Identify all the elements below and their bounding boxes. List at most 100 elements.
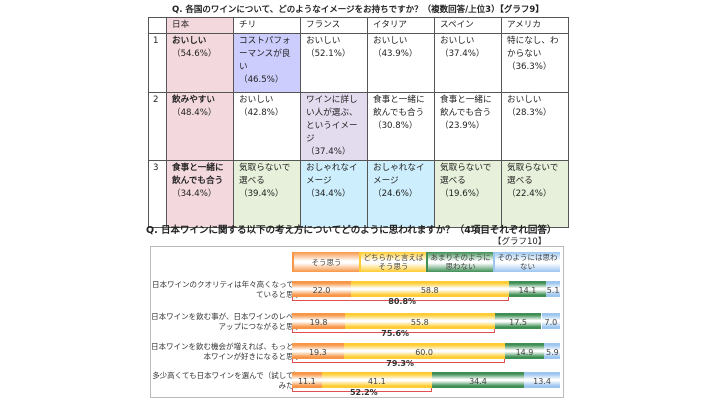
- bar-segment: 5.9: [544, 343, 561, 359]
- cell-text: 食事と一緒に飲んでも合う: [373, 95, 425, 118]
- total-outline: [292, 297, 509, 301]
- total-label: 75.6%: [381, 329, 410, 338]
- table-cell: おいしい （52.1%）: [300, 33, 368, 93]
- cell-text: おしゃれなイメージ: [373, 163, 425, 186]
- cell-text: コストパフォーマンスが良い: [239, 36, 291, 72]
- table-cell: おしゃれなイメージ （24.6%）: [367, 160, 435, 228]
- cell-percent: （37.4%）: [306, 147, 351, 157]
- cell-percent: （24.6%）: [373, 189, 418, 199]
- table-cell: 気取らないで選べる （22.4%）: [501, 160, 569, 228]
- total-label: 52.2%: [349, 388, 378, 397]
- total-outline: [292, 388, 432, 392]
- chart-question: Q. 日本ワインに関する以下の考え方についてどのように思われますか？（4項目それ…: [146, 225, 557, 236]
- cell-percent: （54.6%）: [172, 49, 217, 59]
- cell-text: おいしい: [373, 36, 408, 46]
- cell-percent: （34.4%）: [172, 189, 217, 199]
- bar-segment: 11.1: [292, 372, 322, 388]
- category-label: 多少高くても日本ワインを選んで（試して）みたい: [152, 371, 301, 390]
- category-label: 日本ワインを飲む事が、日本ワインのレベルアップにつながると思う: [151, 312, 301, 331]
- bar-segment: 19.8: [292, 313, 346, 329]
- table-cell: おいしい （43.9%）: [367, 33, 435, 93]
- rank-cell: 1: [148, 33, 167, 93]
- cell-percent: （42.8%）: [239, 108, 284, 118]
- column-header: チリ: [233, 17, 301, 34]
- cell-text: おいしい: [507, 95, 542, 105]
- cell-text: おいしい: [239, 95, 274, 105]
- cell-percent: （46.5%）: [239, 75, 284, 85]
- table-cell: 食事と一緒に飲んでも合う （30.8%）: [367, 92, 435, 161]
- rank-cell: 3: [148, 160, 167, 228]
- cell-text: 飲みやすい: [172, 95, 215, 105]
- legend-item: そう思う: [292, 252, 359, 272]
- rank-cell: 2: [148, 92, 167, 161]
- table-row: 3 食事と一緒に飲んでも合う （34.4%） 気取らないで選べる （39.4%） おしゃれ…: [148, 160, 569, 228]
- cell-text: おいしい: [306, 36, 341, 46]
- cell-text: 気取らないで選べる: [440, 163, 492, 186]
- legend-item: どちらかと言えばそう思う: [359, 252, 426, 272]
- bar-segment: 34.4: [431, 372, 525, 388]
- cell-percent: （39.4%）: [239, 189, 284, 199]
- table-cell: おいしい （28.3%）: [501, 92, 569, 161]
- table-cell: コストパフォーマンスが良い （46.5%）: [233, 33, 301, 93]
- cell-text: 気取らないで選べる: [507, 163, 559, 186]
- cell-percent: （19.6%）: [440, 189, 485, 199]
- cell-percent: （48.4%）: [172, 108, 217, 118]
- table-cell: 飲みやすい （48.4%）: [166, 92, 234, 161]
- bar-segment: 19.3: [292, 343, 344, 359]
- column-header: フランス: [300, 17, 368, 34]
- bar-segment: 14.1: [508, 281, 547, 297]
- cell-text: 特になし、わからない: [507, 36, 559, 59]
- cell-text: おいしい: [172, 36, 207, 46]
- table-question: Q. 各国のワインについて、どのようなイメージをお持ちですか？（複数回答/上位3…: [172, 5, 544, 15]
- table-cell: おいしい （42.8%）: [233, 92, 301, 161]
- bar-segment: 41.1: [321, 372, 432, 388]
- table-row: 1 おいしい （54.6%） コストパフォーマンスが良い （46.5%） おいしい （52.…: [148, 33, 569, 93]
- table-cell: 特になし、わからない （36.3%）: [501, 33, 569, 93]
- cell-text: 食事と一緒に飲んでも合う: [172, 163, 224, 186]
- cell-percent: （37.4%）: [440, 49, 485, 59]
- table-row: 2 飲みやすい （48.4%） おいしい （42.8%） ワインに詳しい人が選ぶ、というイ…: [148, 92, 569, 161]
- cell-text: おいしい: [440, 36, 475, 46]
- cell-percent: （23.9%）: [440, 121, 485, 131]
- bar-segment: 13.4: [524, 372, 560, 388]
- cell-percent: （22.4%）: [507, 189, 552, 199]
- column-header: イタリア: [367, 17, 435, 34]
- cell-percent: （36.3%）: [507, 62, 552, 72]
- total-outline: [292, 359, 505, 363]
- legend-item: そのようには思わない: [493, 252, 560, 272]
- legend-item: あまりそのように思わない: [426, 252, 493, 272]
- graph-label: 【グラフ10】: [493, 237, 547, 247]
- cell-text: 食事と一緒に飲んでも合う: [440, 95, 492, 118]
- cell-text: ワインに詳しい人が選ぶ、というイメージ: [306, 95, 358, 144]
- bar-segment: 14.9: [504, 343, 545, 359]
- table-cell: おいしい （37.4%）: [434, 33, 502, 93]
- table-cell: 気取らないで選べる （19.6%）: [434, 160, 502, 228]
- cell-percent: （34.4%）: [306, 189, 351, 199]
- cell-percent: （30.8%）: [373, 121, 418, 131]
- table-cell: 気取らないで選べる （39.4%）: [233, 160, 301, 228]
- country-image-table: 日本 チリ フランス イタリア スペイン アメリカ 1 おいしい （54.6%） コストパフォーマ…: [148, 17, 569, 228]
- table-cell: ワインに詳しい人が選ぶ、というイメージ （37.4%）: [300, 92, 368, 161]
- bar-segment: 60.0: [343, 343, 505, 359]
- bar-segment: 5.1: [546, 281, 560, 297]
- bar-segment: 58.8: [350, 281, 509, 297]
- column-header: 日本: [166, 17, 234, 34]
- bar-segment: 22.0: [292, 281, 351, 297]
- bar-segment: 55.8: [345, 313, 495, 329]
- total-label: 79.3%: [386, 359, 415, 368]
- cell-percent: （43.9%）: [373, 49, 418, 59]
- column-header: [148, 17, 167, 34]
- table-cell: おしゃれなイメージ （34.4%）: [300, 160, 368, 228]
- total-label: 80.8%: [388, 297, 417, 306]
- cell-text: おしゃれなイメージ: [306, 163, 358, 186]
- column-header: スペイン: [434, 17, 502, 34]
- bar-segment: 17.5: [494, 313, 542, 329]
- category-label: 日本ワインのクオリティは年々高くなってきていると思う: [152, 280, 301, 299]
- stacked-bar-chart: そう思う どちらかと言えばそう思う あまりそのように思わない そのようには思わない日本…: [150, 246, 564, 398]
- column-header: アメリカ: [501, 17, 569, 34]
- total-outline: [292, 329, 495, 333]
- cell-text: 気取らないで選べる: [239, 163, 291, 186]
- table-cell: 食事と一緒に飲んでも合う （23.9%）: [434, 92, 502, 161]
- table-cell: おいしい （54.6%）: [166, 33, 234, 93]
- cell-percent: （28.3%）: [507, 108, 552, 118]
